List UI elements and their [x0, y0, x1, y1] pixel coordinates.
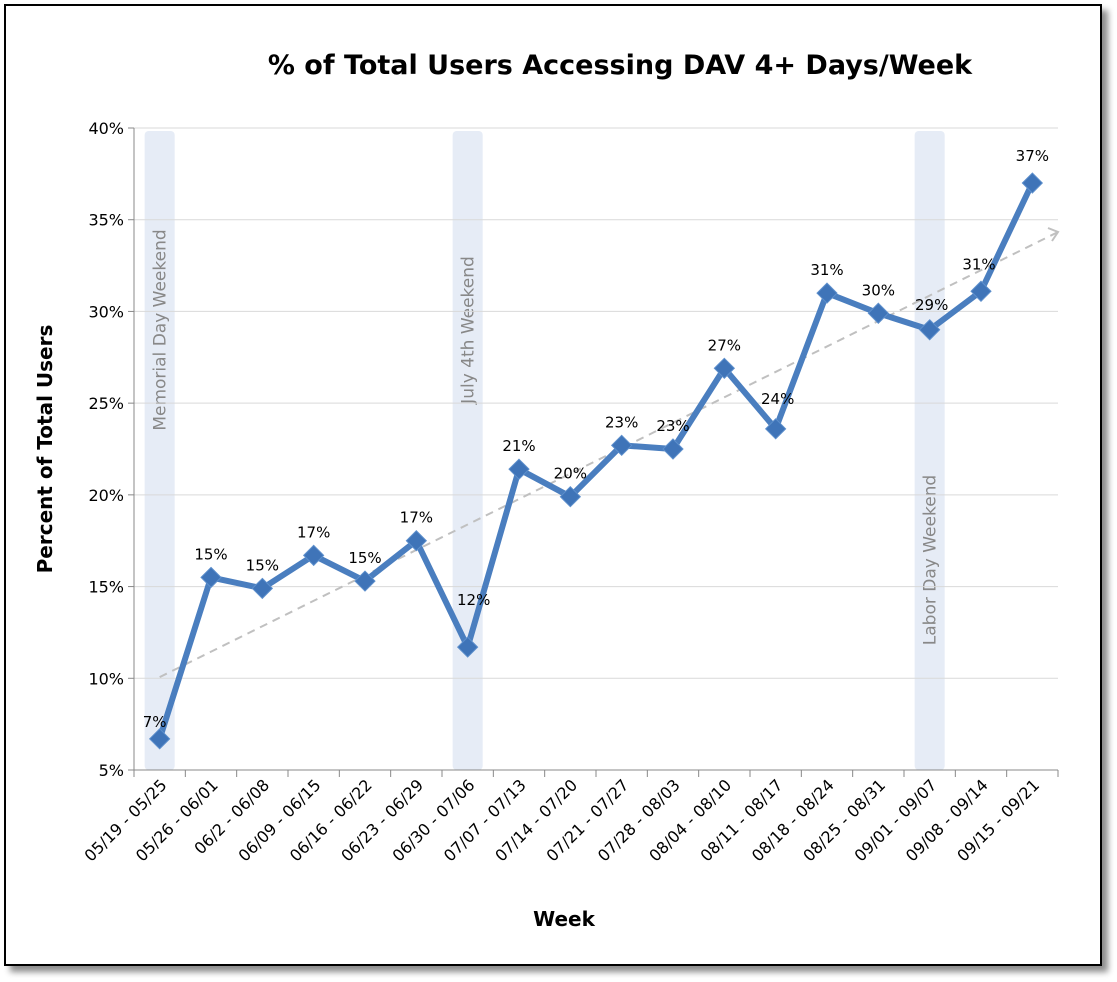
data-label: 31% — [962, 255, 995, 273]
data-label: 17% — [400, 509, 433, 527]
y-tick-label: 15% — [88, 578, 124, 597]
band-label: Memorial Day Weekend — [151, 229, 171, 430]
data-label: 29% — [915, 296, 948, 314]
highlight-band — [145, 131, 175, 770]
y-tick-label: 35% — [88, 211, 124, 230]
chart-title: % of Total Users Accessing DAV 4+ Days/W… — [268, 50, 973, 81]
data-label: 15% — [194, 545, 227, 563]
y-axis-label: Percent of Total Users — [33, 325, 57, 574]
data-label: 27% — [708, 336, 741, 354]
data-label: 15% — [348, 549, 381, 567]
data-label: 7% — [143, 713, 167, 731]
highlight-band — [915, 131, 945, 770]
y-tick-label: 5% — [99, 761, 124, 780]
data-point — [817, 283, 837, 303]
data-point — [1022, 173, 1042, 193]
y-tick-label: 20% — [88, 486, 124, 505]
y-tick-label: 25% — [88, 394, 124, 413]
data-label: 17% — [297, 523, 330, 541]
data-label: 23% — [656, 417, 689, 435]
data-label: 21% — [502, 437, 535, 455]
data-label: 20% — [554, 465, 587, 483]
band-label: July 4th Weekend — [459, 256, 479, 405]
y-tick-label: 10% — [88, 669, 124, 688]
data-label: 12% — [457, 591, 490, 609]
highlight-band — [453, 131, 483, 770]
data-label: 24% — [761, 390, 794, 408]
data-label: 23% — [605, 413, 638, 431]
data-label: 30% — [862, 281, 895, 299]
y-tick-label: 40% — [88, 119, 124, 138]
series-line — [160, 183, 1033, 739]
band-label: Labor Day Weekend — [921, 475, 941, 645]
y-tick-label: 30% — [88, 302, 124, 321]
data-label: 31% — [810, 261, 843, 279]
data-label: 37% — [1016, 147, 1049, 165]
x-axis-label: Week — [533, 907, 595, 931]
data-label: 15% — [246, 556, 279, 574]
data-point — [868, 303, 888, 323]
data-point — [201, 567, 221, 587]
